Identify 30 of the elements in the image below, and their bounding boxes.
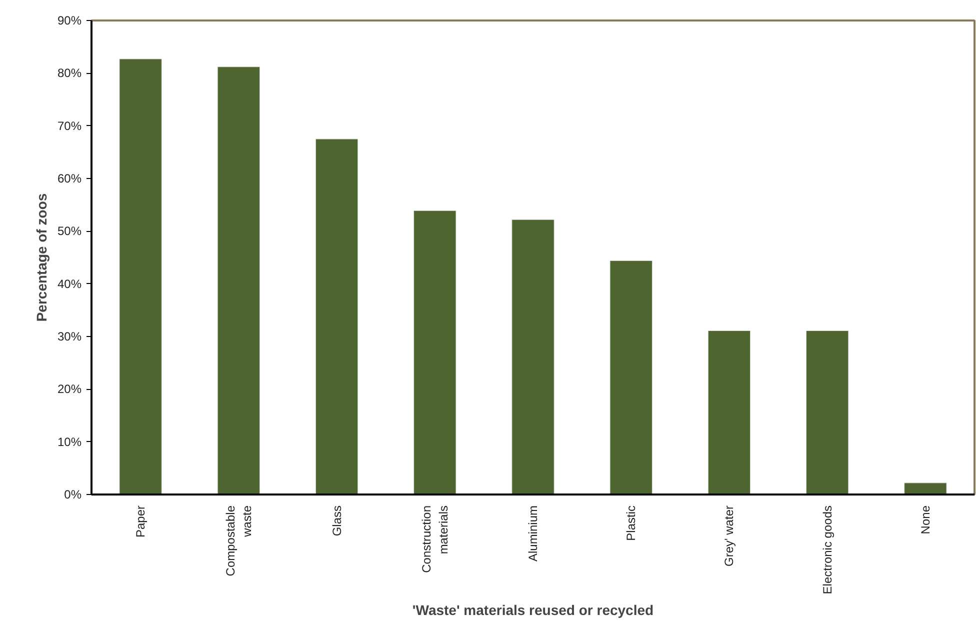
bar: [512, 219, 554, 494]
bar: [414, 210, 456, 494]
x-tick-label: Grey' water: [722, 505, 736, 566]
x-axis-title: 'Waste' materials reused or recycled: [412, 602, 654, 618]
y-tick-label: 0%: [64, 488, 82, 502]
y-tick-label: 60%: [57, 172, 82, 186]
y-tick-label: 20%: [57, 382, 82, 396]
y-tick-label: 10%: [57, 434, 82, 449]
bar: [315, 138, 358, 494]
x-tick-label: Aluminium: [526, 505, 540, 562]
y-tick-label: 50%: [57, 224, 82, 238]
y-tick-label: 80%: [57, 66, 82, 80]
y-tick-label: 70%: [57, 118, 82, 133]
y-tick-label: 90%: [57, 14, 82, 28]
bar: [904, 482, 947, 494]
bar: [217, 66, 260, 494]
x-tick-label: Glass: [330, 505, 344, 536]
bar: [610, 260, 652, 494]
bar: [806, 330, 849, 494]
bar: [119, 58, 162, 494]
y-tick-label: 40%: [57, 276, 82, 291]
x-tick-label: Plastic: [624, 506, 638, 541]
x-tick-label: Compostable waste: [223, 505, 254, 576]
y-tick-label: 30%: [57, 330, 82, 344]
x-tick-label: Paper: [134, 505, 148, 538]
bar: [708, 330, 751, 494]
x-tick-label: Construction materials: [419, 505, 450, 573]
x-tick-label: None: [918, 505, 932, 534]
x-tick-label: Electronic goods: [820, 506, 834, 594]
y-axis-title: Percentage of zoos: [33, 193, 50, 322]
